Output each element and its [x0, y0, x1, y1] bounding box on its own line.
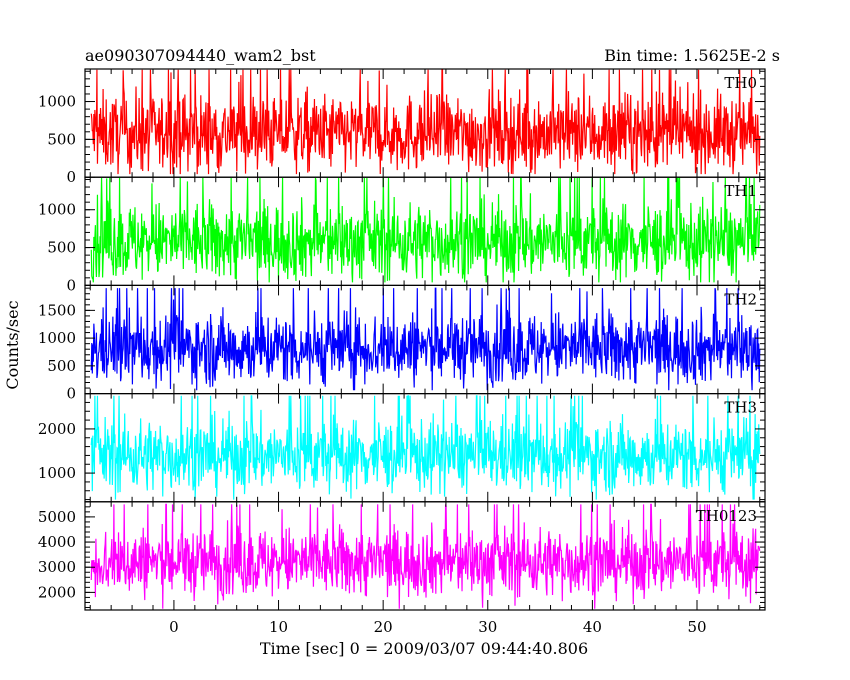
- x-tick-label: 50: [687, 618, 706, 636]
- panels-group: TH005001000TH105001000TH2050010001500TH3…: [38, 68, 766, 636]
- x-tick-label: 30: [478, 618, 497, 636]
- x-tick-label: 0: [169, 618, 179, 636]
- y-tick-label: 3000: [38, 558, 76, 576]
- series-line-th3: [90, 395, 761, 500]
- series-line-th1: [90, 177, 761, 283]
- series-line-th0: [90, 69, 761, 175]
- y-tick-label: 1000: [38, 93, 76, 111]
- x-tick-label: 40: [583, 618, 602, 636]
- y-tick-label: 2000: [38, 420, 76, 438]
- panel-label-th0: TH0: [724, 74, 757, 92]
- y-tick-label: 1000: [38, 201, 76, 219]
- y-tick-label: 1000: [38, 329, 76, 347]
- series-line-th2: [90, 287, 761, 391]
- y-tick-label: 500: [47, 357, 76, 375]
- y-tick-label: 1000: [38, 464, 76, 482]
- y-tick-label: 500: [47, 130, 76, 148]
- y-tick-label: 4000: [38, 533, 76, 551]
- y-tick-label: 2000: [38, 583, 76, 601]
- series-line-th0123: [90, 503, 761, 609]
- x-tick-label: 20: [374, 618, 393, 636]
- panel-label-th1: TH1: [724, 182, 757, 200]
- y-tick-label: 0: [66, 385, 76, 403]
- y-tick-label: 0: [66, 168, 76, 186]
- y-tick-label: 500: [47, 239, 76, 257]
- x-axis-label: Time [sec] 0 = 2009/03/07 09:44:40.806: [260, 639, 588, 658]
- bin-time-label: Bin time: 1.5625E-2 s: [604, 46, 780, 65]
- x-tick-label: 10: [269, 618, 288, 636]
- y-tick-label: 0: [66, 276, 76, 294]
- panel-label-th0123: TH0123: [696, 507, 757, 525]
- y-axis-label: Counts/sec: [3, 300, 22, 389]
- panel-label-th3: TH3: [724, 399, 757, 417]
- chart-title: ae090307094440_wam2_bst: [85, 46, 316, 65]
- panel-label-th2: TH2: [724, 290, 757, 308]
- y-tick-label: 5000: [38, 508, 76, 526]
- y-tick-label: 1500: [38, 301, 76, 319]
